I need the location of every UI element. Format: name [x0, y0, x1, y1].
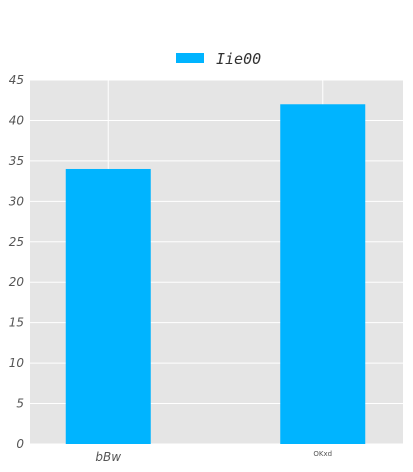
y-tick-label: 40 — [9, 113, 25, 127]
y-tick-label: 45 — [9, 73, 24, 87]
bar-OKxd — [280, 104, 366, 445]
x-axis-ticks: bBw OKxd — [95, 450, 332, 464]
legend: Iie00 — [176, 50, 261, 68]
y-tick-label: 25 — [9, 235, 24, 249]
bars — [65, 104, 366, 445]
legend-label: Iie00 — [216, 50, 261, 68]
y-axis-ticks: 0 5 10 15 20 25 30 35 40 45 — [9, 73, 25, 451]
x-tick-label: OKxd — [313, 450, 332, 458]
y-tick-label: 0 — [16, 437, 24, 451]
legend-swatch — [176, 53, 204, 63]
y-tick-label: 5 — [16, 397, 24, 411]
y-tick-label: 20 — [9, 275, 25, 289]
y-tick-label: 10 — [9, 356, 25, 370]
x-tick-label: bBw — [95, 450, 121, 464]
y-tick-label: 35 — [9, 154, 24, 168]
y-tick-label: 30 — [9, 194, 25, 208]
bar-bBw — [65, 168, 151, 444]
y-tick-label: 15 — [9, 316, 24, 330]
